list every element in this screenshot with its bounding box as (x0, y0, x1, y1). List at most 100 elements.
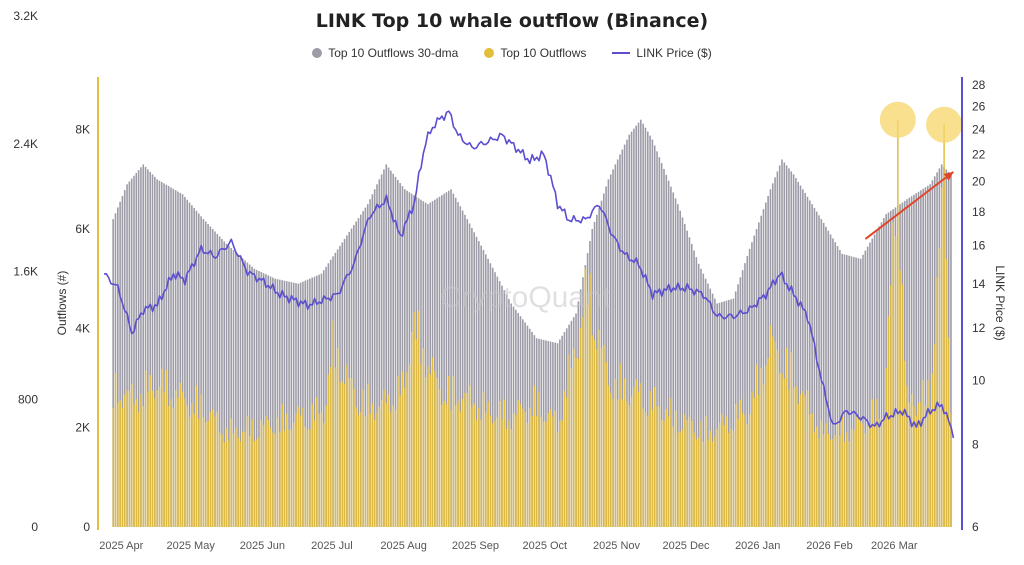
outflow-bar (485, 412, 487, 527)
outflow-bar (841, 416, 844, 527)
dma-bar (313, 276, 316, 527)
y-right-tick-label: 28 (972, 78, 986, 92)
dma-bar (915, 193, 918, 528)
outflow-bar (802, 391, 804, 527)
dma-bar (679, 210, 681, 528)
y-right-tick-label: 10 (972, 374, 986, 388)
dma-bar (922, 188, 924, 527)
dma-bar (385, 164, 388, 527)
outflow-bar (121, 408, 124, 527)
dma-bar (392, 173, 394, 527)
outflow-bar (188, 416, 191, 527)
outflow-bar (452, 376, 455, 527)
dma-bar (628, 134, 631, 527)
outflow-bar (346, 364, 348, 527)
outflow-bar (931, 373, 934, 527)
dma-bar (758, 222, 760, 527)
outflow-bar (355, 407, 358, 527)
outflow-bar (348, 378, 351, 527)
dma-bar (804, 192, 806, 528)
y-right-axis-title: LINK Price ($) (993, 265, 1007, 340)
dma-bar (223, 241, 226, 528)
dma-bar (475, 236, 478, 528)
outflow-bar (158, 386, 161, 527)
outflow-bar (582, 316, 584, 527)
outflow-bar (147, 392, 149, 527)
dma-bar (646, 131, 649, 527)
dma-bar (403, 189, 406, 527)
dma-bar (144, 166, 147, 528)
dma-bar (355, 221, 357, 528)
outflow-bar (369, 413, 371, 527)
dma-bar (239, 256, 242, 527)
outflow-bar (519, 404, 522, 527)
dma-bar (186, 199, 189, 527)
dma-bar (195, 210, 198, 528)
dma-bar (420, 199, 422, 527)
outflow-bar (151, 390, 154, 527)
dma-bar (281, 280, 283, 527)
outflow-bar (404, 388, 406, 527)
dma-bar (707, 283, 709, 527)
outflow-bar (619, 363, 621, 527)
legend-item-outflows[interactable]: Top 10 Outflows (484, 46, 586, 60)
legend-item-dma[interactable]: Top 10 Outflows 30-dma (312, 46, 458, 60)
dma-bar (609, 174, 612, 527)
outflow-bar (205, 422, 207, 527)
outflow-bar (492, 423, 494, 527)
outflow-bar (450, 410, 452, 527)
outflow-bar (772, 336, 774, 527)
dma-bar (149, 171, 151, 527)
dma-bar (211, 229, 214, 527)
outflow-bar (635, 379, 638, 527)
outflow-bar (663, 420, 665, 527)
outflow-bar (327, 374, 330, 527)
dma-bar (709, 288, 712, 527)
outflow-bar (913, 406, 915, 527)
outflow-bar (341, 381, 344, 527)
dma-bar (452, 193, 455, 527)
dma-bar (693, 250, 695, 527)
outflow-bar (367, 383, 369, 527)
dma-bar (834, 242, 837, 528)
outflow-bar (621, 399, 624, 527)
legend-swatch-dma (312, 48, 323, 58)
dma-bar (441, 195, 443, 528)
dma-bar (184, 196, 186, 528)
outflow-bar (644, 412, 647, 527)
dma-bar (730, 299, 732, 527)
outflow-bar (526, 423, 529, 527)
outflow-bar (394, 409, 397, 527)
axes: 08001.6K2.4K3.2K02K4K6K8K681012141618202… (13, 9, 1007, 552)
outflow-bar (195, 385, 198, 527)
outflow-bar (119, 400, 121, 527)
dma-bar (170, 187, 172, 527)
outflow-bar (415, 339, 418, 527)
dma-bar (320, 273, 323, 527)
dma-bar (450, 189, 452, 527)
y-outer-tick-label: 3.2K (13, 9, 38, 23)
outflow-bar (563, 391, 566, 527)
outflow-bar (496, 416, 499, 527)
legend-item-price[interactable]: LINK Price ($) (612, 46, 712, 60)
dma-bar (482, 249, 485, 527)
dma-bar (350, 228, 353, 527)
dma-bar (276, 279, 279, 527)
outflow-bar (947, 337, 950, 527)
dma-bar (297, 283, 300, 527)
outflow-bar (612, 398, 614, 527)
dma-bar (397, 179, 399, 527)
dma-bar (154, 176, 156, 527)
outflow-bar (464, 392, 466, 527)
dma-bar (241, 258, 244, 527)
dma-bar (690, 243, 693, 527)
outflow-bar (816, 426, 818, 527)
outflow-bar (154, 398, 156, 527)
outflow-bar (318, 413, 321, 527)
dma-bar (464, 214, 466, 527)
outflow-bar (765, 364, 767, 527)
outflow-bar (417, 311, 420, 527)
dma-bar (209, 226, 212, 527)
outflow-bar (707, 439, 709, 527)
outflow-bar (117, 402, 119, 527)
